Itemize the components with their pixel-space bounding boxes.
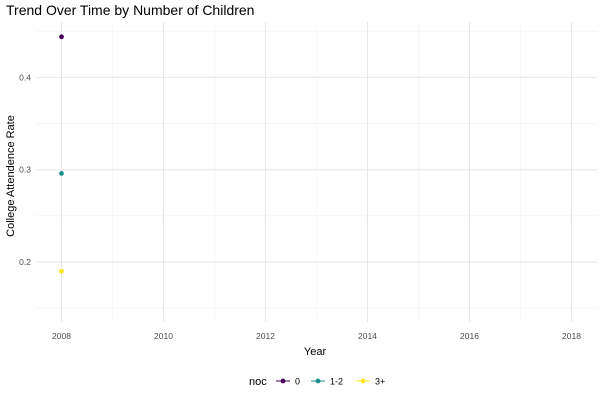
legend-key-point [280,378,286,384]
data-point-0 [59,34,64,40]
y-tick-labels: 0.2 0.3 0.4 [19,72,31,267]
legend-label: 0 [295,377,300,387]
series-layer [59,34,64,274]
data-point-2 [59,268,64,274]
data-point-1 [59,170,64,176]
y-tick-label: 0.3 [19,165,31,175]
x-tick-label: 2018 [562,331,581,341]
minor-gridlines [36,22,597,322]
legend-label: 1-2 [330,377,343,387]
x-tick-labels: 2008 2010 2012 2014 2016 2018 [52,331,581,341]
x-tick-label: 2014 [358,331,377,341]
x-tick-label: 2010 [154,331,173,341]
y-axis-title: College Attendence Rate [5,115,17,237]
x-tick-label: 2012 [256,331,275,341]
legend-key-point [360,378,366,384]
x-tick-label: 2008 [52,331,71,341]
y-tick-label: 0.2 [19,257,31,267]
x-tick-label: 2016 [460,331,479,341]
legend-title: noc [249,376,267,388]
major-gridlines [36,22,597,322]
legend-label: 3+ [375,377,385,387]
legend-key-point [315,378,321,384]
x-axis-title: Year [304,346,327,358]
y-tick-label: 0.4 [19,72,31,82]
legend: noc 0 1-2 3+ [249,376,385,388]
chart-title: Trend Over Time by Number of Children [6,2,254,18]
